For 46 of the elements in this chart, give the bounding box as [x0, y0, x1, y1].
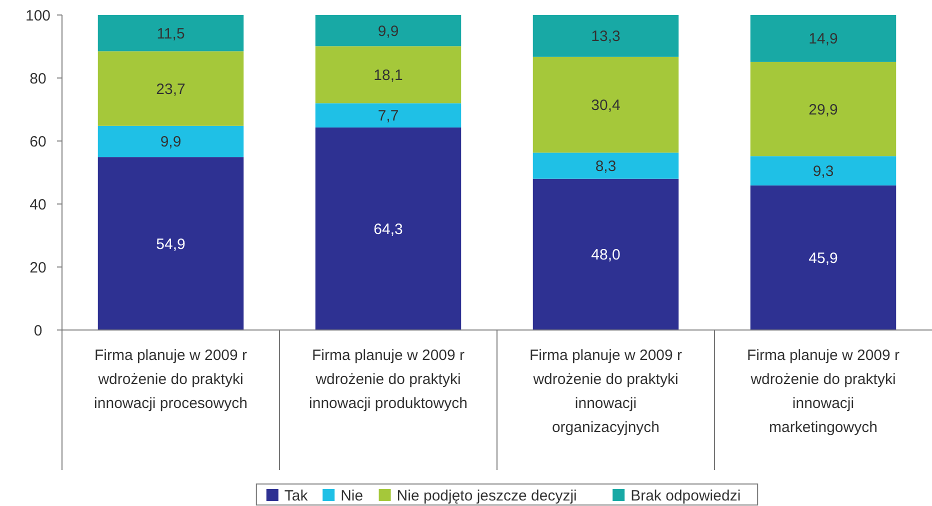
bar [750, 185, 896, 330]
y-tick-label: 20 [30, 259, 46, 276]
data-label: 13,3 [591, 28, 620, 46]
data-label: 18,1 [374, 66, 403, 84]
data-label: 29,9 [808, 101, 838, 118]
legend-label: Nie [340, 487, 364, 504]
bar [98, 15, 244, 52]
bar [315, 103, 462, 128]
x-tick-label: Firma planuje w 2009 r wdrożenie do praktyki innowacji marketingowych [746, 347, 900, 436]
data-label: 9,9 [160, 134, 182, 151]
data-label: 48,0 [591, 246, 620, 264]
bar [98, 51, 244, 126]
x-tick-label: Firma planuje w 2009 r wdrożenie do praktyki innowacji produktowych [309, 347, 468, 412]
y-tick-label: 40 [30, 196, 46, 214]
y-tick-label: 80 [30, 70, 46, 88]
x-tick-label: Firma planuje w 2009 r wdrożenie do praktyki innowacji organizacyjnych [529, 347, 682, 436]
data-label: 9,9 [378, 22, 399, 40]
data-label: 64,3 [374, 220, 403, 238]
data-label: 8,3 [595, 158, 616, 175]
data-label: 14,9 [808, 30, 838, 48]
bar [750, 62, 896, 156]
bar [532, 56, 679, 153]
bar [532, 152, 679, 179]
y-tick-label: 100 [25, 7, 51, 24]
y-tick-label: 0 [34, 322, 42, 340]
legend-label: Brak odpowiedzi [630, 487, 741, 504]
bar [315, 15, 462, 46]
data-label: 54,9 [156, 236, 186, 253]
data-label: 7,7 [378, 108, 399, 125]
x-tick-label: Firma planuje w 2009 r wdrożenie do praktyki innowacji procesowych [94, 347, 248, 412]
bar [532, 178, 679, 330]
bar [315, 46, 462, 104]
data-label: 11,5 [156, 25, 185, 42]
bar [98, 126, 244, 158]
bar [750, 15, 896, 62]
data-label: 9,3 [812, 163, 834, 180]
legend-label: Nie podjęto jeszcze decyzji [396, 487, 577, 504]
bar [315, 127, 462, 330]
data-label: 45,9 [808, 250, 838, 267]
bar [532, 15, 679, 57]
legend-label: Tak [284, 487, 308, 504]
bar [98, 157, 244, 330]
data-label: 30,4 [591, 97, 620, 114]
y-tick-label: 60 [30, 133, 46, 150]
data-label: 23,7 [156, 80, 186, 98]
bar [750, 156, 896, 186]
